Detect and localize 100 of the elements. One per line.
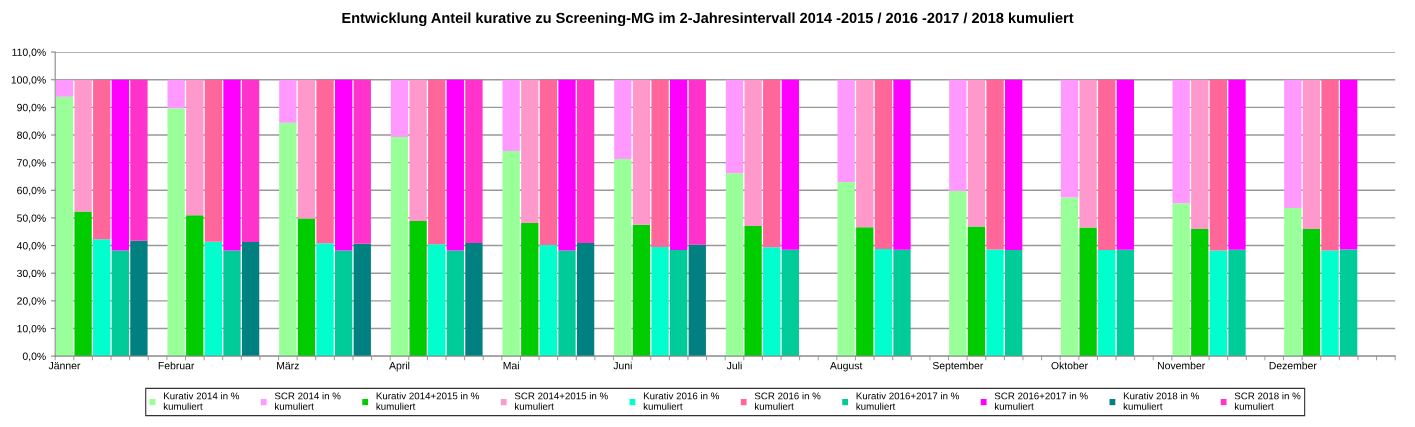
- bar: [167, 79, 185, 109]
- chart-title: Entwicklung Anteil kurative zu Screening-MG im 2-Jahresintervall 2014 -2015 / 2016 -2017 / 2018 kumuliert: [342, 12, 1074, 27]
- bar: [558, 250, 576, 357]
- legend-label: SCR 2016 in % kumuliert: [754, 392, 821, 410]
- bar: [74, 211, 92, 357]
- bar: [1172, 79, 1190, 204]
- bar: [670, 79, 688, 250]
- bar: [1302, 228, 1321, 357]
- bar: [688, 79, 706, 245]
- bar: [1060, 79, 1079, 198]
- bar: [74, 79, 92, 212]
- bar: [763, 247, 781, 357]
- bar: [856, 79, 874, 228]
- bar: [390, 79, 409, 137]
- y-tick-label: 100,0%: [11, 76, 46, 85]
- x-tick-label: Jänner: [48, 362, 81, 370]
- bar: [316, 79, 334, 244]
- bar: [167, 108, 185, 357]
- bar: [1284, 79, 1302, 208]
- bar: [335, 79, 353, 251]
- bar: [1321, 250, 1339, 357]
- x-tick-label: Mai: [503, 361, 519, 370]
- bar: [279, 79, 297, 123]
- bar: [688, 244, 706, 357]
- bar: [651, 79, 669, 247]
- bar: [279, 122, 297, 357]
- bar: [1172, 203, 1190, 357]
- bar: [502, 79, 520, 152]
- legend-label: SCR 2014 in % kumuliert: [274, 392, 341, 410]
- y-tick-label: 60,0%: [17, 186, 46, 196]
- bar: [967, 79, 986, 227]
- bar: [874, 248, 893, 357]
- legend-label: Kurativ 2014 in % kumuliert: [163, 392, 240, 410]
- bar: [521, 79, 539, 223]
- legend-label: Kurativ 2014+2015 in % kumuliert: [376, 392, 480, 410]
- bar: [186, 215, 204, 357]
- y-tick-label: 40,0%: [16, 242, 46, 251]
- bar: [297, 79, 316, 219]
- bar: [837, 79, 855, 182]
- legend-label: Kurativ 2016+2017 in % kumuliert: [856, 392, 959, 410]
- x-tick-label: April: [389, 361, 410, 372]
- bar: [465, 243, 483, 357]
- bar: [335, 250, 353, 357]
- bar: [558, 79, 576, 251]
- bar: [465, 79, 483, 244]
- bar: [409, 220, 427, 357]
- x-tick-label: Oktober: [1051, 361, 1088, 370]
- bar: [725, 173, 744, 357]
- bar: [353, 79, 371, 244]
- x-tick-label: August: [829, 362, 863, 372]
- legend-label: SCR 2016+2017 in % kumuliert: [994, 392, 1088, 410]
- bar: [446, 250, 464, 357]
- bar: [632, 79, 651, 225]
- bar: [130, 79, 148, 241]
- bar: [1191, 228, 1209, 357]
- bar: [763, 79, 781, 248]
- bar: [781, 249, 799, 357]
- y-tick-label: 80,0%: [17, 131, 46, 141]
- bar: [390, 136, 409, 357]
- bar: [986, 249, 1004, 357]
- bar: [1098, 79, 1116, 250]
- bar: [353, 243, 371, 357]
- bar: [1005, 79, 1023, 250]
- bar: [539, 245, 558, 357]
- bar: [949, 79, 967, 192]
- bar: [241, 79, 260, 242]
- bar: [55, 96, 74, 357]
- bar: [632, 224, 651, 357]
- bar: [502, 151, 520, 357]
- x-tick-label: Dezember: [1269, 361, 1317, 370]
- bar: [130, 240, 148, 357]
- y-tick-label: 30,0%: [17, 269, 46, 279]
- bar: [651, 246, 669, 357]
- bar: [409, 79, 427, 221]
- legend-label: Kurativ 2018 in % kumuliert: [1123, 392, 1199, 410]
- bar: [446, 79, 464, 251]
- bar: [297, 218, 316, 357]
- x-tick-label: Juli: [726, 361, 742, 370]
- x-tick-label: November: [1157, 361, 1206, 370]
- bar: [614, 159, 632, 357]
- bar: [967, 226, 986, 357]
- y-tick-label: 20,0%: [17, 297, 46, 306]
- y-tick-label: 110,0%: [12, 48, 46, 58]
- y-tick-label: 90,0%: [17, 103, 46, 113]
- bar: [1302, 79, 1321, 229]
- bar: [1191, 79, 1209, 229]
- bar: [1321, 79, 1339, 251]
- bar: [744, 79, 762, 226]
- legend-label: SCR 2014+2015 in % kumuliert: [514, 392, 608, 410]
- bar: [893, 79, 911, 250]
- bar: [670, 249, 688, 357]
- bar: [1005, 249, 1023, 357]
- bar: [241, 241, 260, 357]
- y-tick-label: 50,0%: [17, 214, 46, 224]
- bar: [1116, 79, 1134, 250]
- bar: [1209, 250, 1228, 357]
- bar: [576, 243, 595, 357]
- bar: [1116, 249, 1134, 357]
- bar: [1079, 227, 1097, 357]
- legend-label: SCR 2018 in % kumuliert: [1234, 392, 1301, 410]
